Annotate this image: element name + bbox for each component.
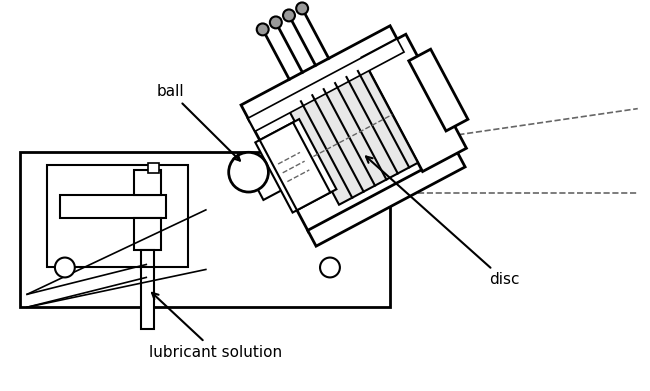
Bar <box>20 152 389 307</box>
Bar <box>135 170 161 195</box>
Circle shape <box>320 258 340 277</box>
Bar <box>47 165 188 267</box>
Circle shape <box>270 16 282 29</box>
Bar <box>60 195 166 218</box>
Bar <box>135 218 161 249</box>
Polygon shape <box>241 26 398 121</box>
Circle shape <box>283 9 295 22</box>
Text: ball: ball <box>156 84 240 161</box>
Bar <box>141 249 154 269</box>
Polygon shape <box>248 39 404 131</box>
Polygon shape <box>288 66 418 205</box>
Text: disc: disc <box>366 156 519 287</box>
Polygon shape <box>307 151 465 246</box>
Polygon shape <box>260 122 330 210</box>
Circle shape <box>55 258 75 277</box>
Circle shape <box>296 2 308 14</box>
Polygon shape <box>409 49 468 131</box>
Circle shape <box>257 23 268 35</box>
Polygon shape <box>362 34 467 172</box>
Polygon shape <box>255 119 337 213</box>
Circle shape <box>229 152 268 192</box>
Polygon shape <box>250 162 285 200</box>
Bar <box>148 163 159 173</box>
Text: lubricant solution: lubricant solution <box>150 293 282 360</box>
Polygon shape <box>248 39 458 232</box>
Bar <box>141 267 154 329</box>
